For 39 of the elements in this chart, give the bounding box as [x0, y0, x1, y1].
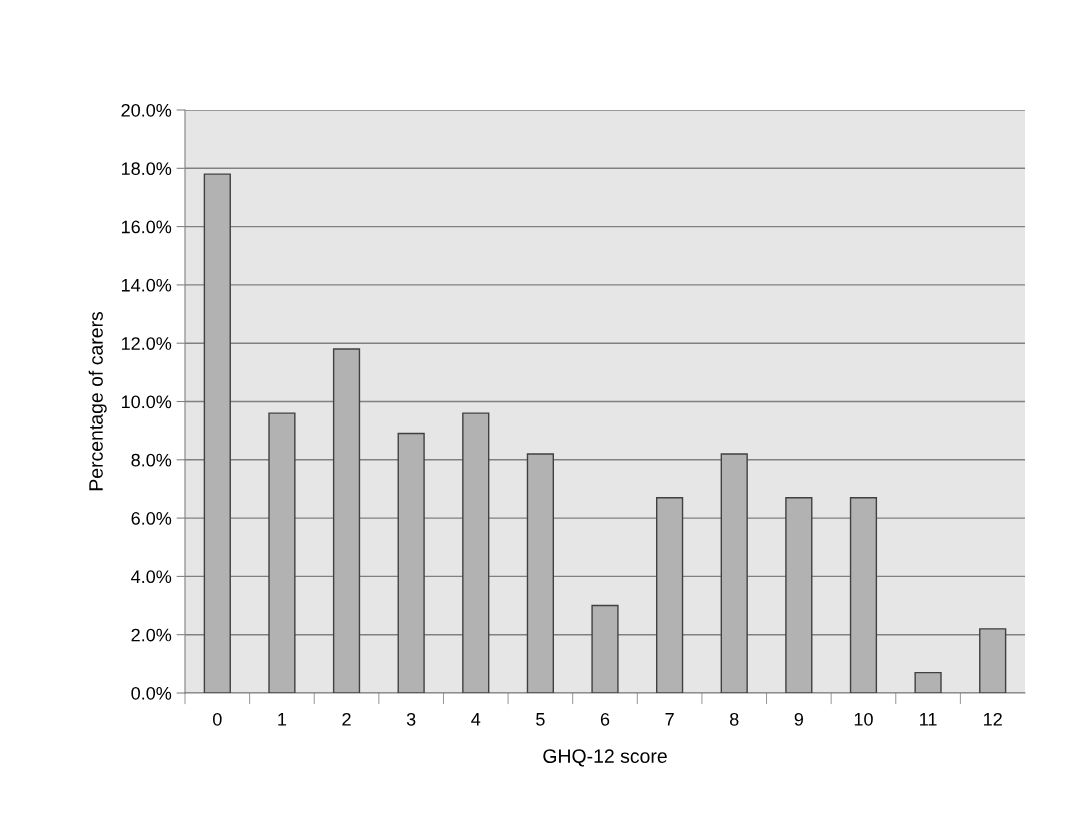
bar — [785, 497, 813, 693]
x-tick-label: 8 — [729, 712, 739, 726]
y-tick-label: 16.0% — [121, 220, 172, 234]
y-tick-label: 8.0% — [131, 453, 172, 467]
bar — [914, 671, 942, 693]
x-tick-label: 0 — [212, 712, 222, 726]
bar — [591, 604, 619, 693]
x-tick-label: 12 — [984, 712, 1002, 726]
bar — [462, 412, 490, 693]
bar — [979, 628, 1007, 693]
x-tick-label: 4 — [471, 713, 481, 726]
x-tick-label: 5 — [536, 713, 545, 726]
x-axis-title: GHQ-12 score — [543, 749, 667, 767]
bar — [849, 497, 878, 693]
x-tick-label: 9 — [794, 712, 804, 726]
x-tick-label: 6 — [600, 712, 610, 726]
y-tick-label: 2.0% — [131, 628, 172, 642]
y-tick-label: 0.0% — [131, 686, 172, 700]
bar — [526, 453, 555, 693]
bar — [720, 453, 748, 693]
bar — [203, 173, 231, 693]
x-tick-label: 1 — [278, 713, 287, 726]
bar — [268, 412, 296, 693]
x-tick-label: 3 — [406, 712, 416, 726]
y-axis-title: Percentage of carers — [88, 311, 107, 491]
bar — [397, 432, 425, 693]
y-tick-label: 10.0% — [121, 395, 172, 409]
y-tick-label: 20.0% — [121, 103, 172, 117]
y-tick-label: 6.0% — [131, 512, 172, 525]
y-tick-label: 4.0% — [131, 570, 172, 584]
x-tick-label: 10 — [854, 712, 873, 726]
bar — [332, 348, 361, 693]
y-tick-label: 12.0% — [121, 337, 172, 350]
x-tick-label: 7 — [665, 713, 674, 726]
bar — [655, 497, 684, 693]
x-tick-label: 11 — [920, 713, 937, 726]
x-tick-label: 2 — [342, 712, 351, 726]
y-tick-label: 14.0% — [121, 278, 172, 292]
y-tick-label: 18.0% — [121, 162, 172, 176]
